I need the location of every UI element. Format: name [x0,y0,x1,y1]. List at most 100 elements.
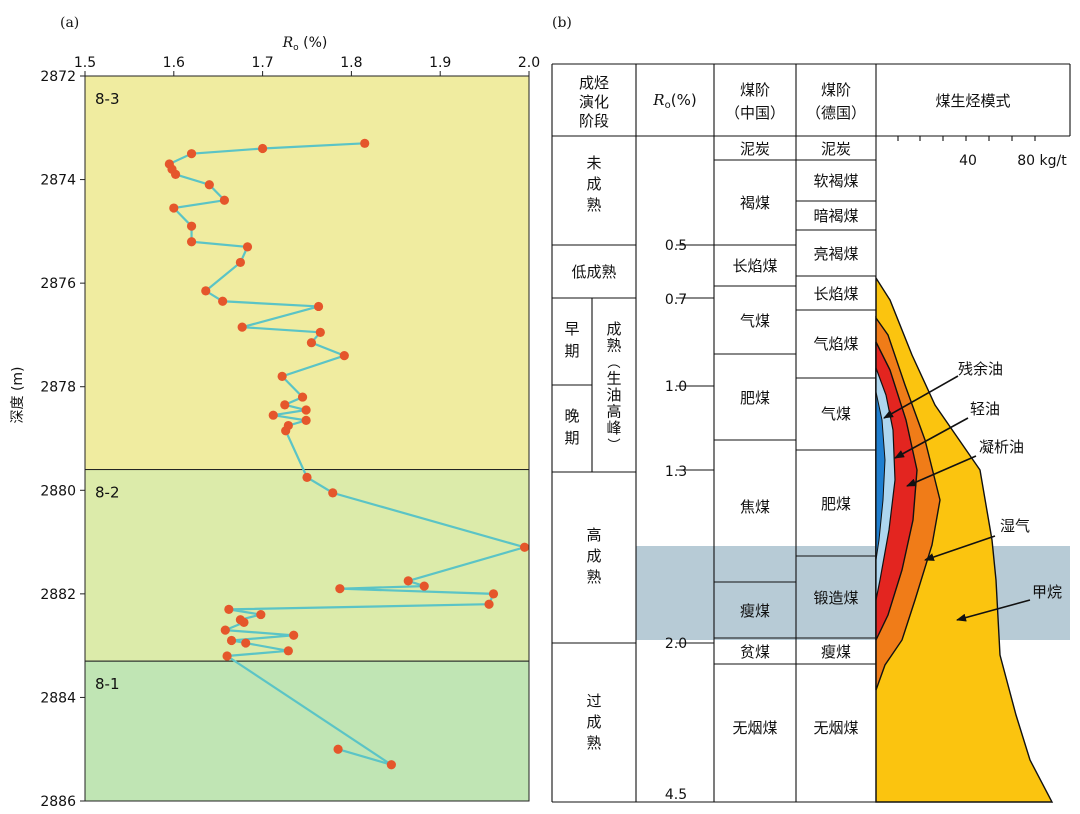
rank-cn: 气煤 [740,312,770,330]
ro-point [386,760,396,770]
header-stage-3: 阶段 [579,112,609,130]
ro-point [239,617,249,627]
zone-band [84,75,530,471]
rank-de: 长焰煤 [813,285,858,303]
stage-mature: 成熟︵生油高峰︶ [606,320,621,454]
rank-cn: 泥炭 [740,140,770,158]
y-tick-label: 2882 [40,587,76,603]
rank-cn: 贫煤 [740,643,770,661]
ro-point [218,296,228,306]
zone-band [84,660,530,802]
zone-label: 8-2 [95,484,120,502]
x-tick-label: 1.6 [163,55,185,71]
y-tick-label: 2876 [40,276,76,292]
rank-de: 瘦煤 [821,643,851,661]
rank-cn: 焦煤 [740,498,770,516]
table-headers: 成烃 演化 阶段 Ro(%) 煤阶 （中国） 煤阶 （德国） 煤生烃模式 [579,74,1011,130]
stage-immature: 未成熟 [586,154,601,214]
ro-point [315,327,325,337]
ro-series [164,138,530,770]
ro-point [220,625,230,635]
table-grid [551,63,1071,803]
rank-de: 亮褐煤 [813,245,858,263]
zone-bands: 8-3 8-2 8-1 [84,75,530,802]
ro-tick: 4.5 [665,787,687,803]
x-tick-label: 1.7 [251,55,273,71]
ro-point [289,630,299,640]
ro-point [403,576,413,586]
ro-point [419,581,429,591]
header-rank-cn-1: 煤阶 [740,81,770,99]
ro-point [186,221,197,231]
ro-point [237,322,247,332]
zone-label: 8-1 [95,675,120,693]
header-stage-1: 成烃 [579,74,609,92]
ro-point [224,604,234,614]
rank-de: 无烟煤 [813,719,858,737]
ro-point [186,237,197,247]
yield-tick-80: 80 kg/t [1017,153,1067,169]
rank-de: 肥煤 [821,495,851,513]
rank-de: 锻造煤 [813,589,858,607]
methane-area [875,275,1054,803]
x-tick-labels: 1.5 1.6 1.7 1.8 1.9 2.0 [74,55,540,76]
ro-point [283,646,293,656]
zone-band [84,469,530,662]
y-tick-label: 2884 [40,690,76,706]
ro-point [339,351,349,361]
ro-tick: 2.0 [665,636,687,652]
rank-cn: 长焰煤 [732,257,777,275]
ro-point [235,257,245,268]
rank-de: 软褐煤 [813,172,858,190]
ro-point [204,180,214,190]
ro-point [170,169,181,179]
stage-low-mature: 低成熟 [571,263,616,281]
arrow-wet-gas [924,535,996,561]
ro-point [297,392,308,402]
ro-point [281,426,291,436]
ro-point [519,542,530,552]
ro-point [256,609,266,620]
ro-point [241,638,251,648]
rank-china-labels: 泥炭 褐煤 长焰煤 气煤 肥煤 焦煤 瘦煤 贫煤 无烟煤 [732,140,777,737]
x-tick-label: 1.9 [429,55,451,71]
ro-tick: 0.5 [665,238,687,254]
stage-early: 早期 [564,320,579,360]
rank-de: 气煤 [821,405,851,423]
panel-b-tag: (b) [552,15,572,31]
y-tick-label: 2886 [40,794,76,810]
rank-cn: 褐煤 [740,194,770,212]
y-axis-label: 深度 (m) [10,366,26,423]
ro-point [258,143,268,154]
rank-germany-labels: 泥炭 软褐煤 暗褐煤 亮褐煤 长焰煤 气焰煤 气煤 肥煤 锻造煤 瘦煤 无烟煤 [813,140,858,737]
arrow-condensate [906,455,977,487]
rank-cn: 无烟煤 [732,719,777,737]
ro-point [360,138,370,148]
x-tick-label: 1.8 [340,55,362,71]
ro-point [301,415,311,425]
ro-point [301,405,311,415]
ro-point [488,589,499,599]
rank-de: 暗褐煤 [813,207,858,225]
ro-point [313,301,324,312]
ro-point [226,635,237,646]
label-light-oil: 轻油 [970,400,1000,418]
y-tick-labels: 2872 2874 2876 2878 2880 2882 2884 2886 [40,69,85,810]
label-methane: 甲烷 [1032,583,1062,601]
label-wet-gas: 湿气 [1000,517,1030,535]
ro-point [484,599,494,609]
label-residual-oil: 残余油 [958,360,1003,378]
ro-point [333,744,343,754]
product-annotations: 残余油 轻油 凝析油 湿气 甲烷 [883,360,1062,622]
y-tick-label: 2878 [40,380,76,396]
y-tick-label: 2880 [40,483,76,499]
header-rank-de-1: 煤阶 [821,81,851,99]
ro-point [328,488,338,498]
ro-point [306,338,317,348]
rank-de: 气焰煤 [813,335,858,353]
panel-a-tag: (a) [60,15,79,31]
x-tick-label: 1.5 [74,55,96,71]
arrow-light-oil [894,417,969,459]
x-tick-label: 2.0 [518,55,540,71]
